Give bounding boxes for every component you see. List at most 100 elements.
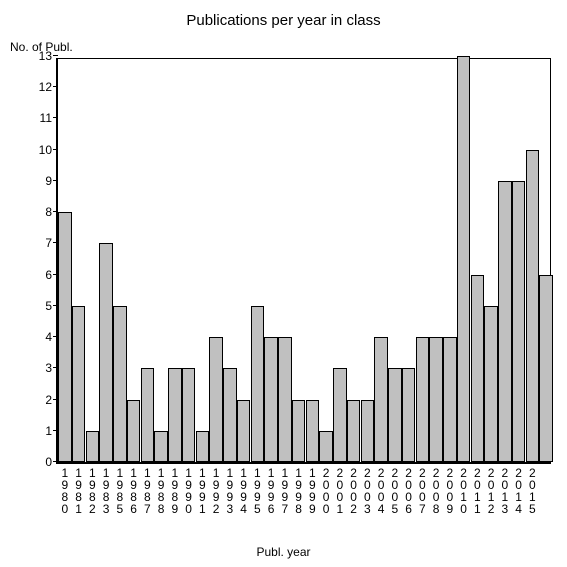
- x-tick-label: 1993: [224, 462, 236, 514]
- y-tick-label: 1: [45, 424, 58, 438]
- bar: [416, 337, 429, 462]
- bar: [113, 306, 126, 462]
- x-tick-label: 1997: [279, 462, 291, 514]
- x-tick-label: 1994: [238, 462, 250, 514]
- y-tick-label: 12: [39, 80, 58, 94]
- y-tick-label: 13: [39, 49, 58, 63]
- bar: [196, 431, 209, 462]
- x-tick-label: 2010: [458, 462, 470, 514]
- bar: [333, 368, 346, 462]
- x-tick-label: 1996: [265, 462, 277, 514]
- x-tick-label: 1988: [155, 462, 167, 514]
- x-tick-label: 2004: [375, 462, 387, 514]
- y-tick-label: 5: [45, 299, 58, 313]
- y-tick-label: 3: [45, 361, 58, 375]
- bar: [223, 368, 236, 462]
- bar: [58, 212, 71, 462]
- x-tick-label: 2005: [389, 462, 401, 514]
- x-tick-label: 2009: [444, 462, 456, 514]
- chart-title: Publications per year in class: [0, 12, 567, 29]
- y-tick-mark: [53, 149, 58, 150]
- bar: [388, 368, 401, 462]
- y-tick-label: 11: [40, 111, 58, 125]
- x-tick-label: 2000: [320, 462, 332, 514]
- bar: [154, 431, 167, 462]
- y-tick-mark: [53, 430, 58, 431]
- bar: [361, 400, 374, 462]
- x-tick-label: 1999: [306, 462, 318, 514]
- x-tick-label: 1981: [73, 462, 85, 514]
- bar: [526, 150, 539, 462]
- bar: [72, 306, 85, 462]
- y-tick-label: 0: [45, 455, 58, 469]
- bar: [237, 400, 250, 462]
- bar: [264, 337, 277, 462]
- x-tick-label: 1983: [100, 462, 112, 514]
- y-tick-label: 4: [45, 330, 58, 344]
- y-tick-mark: [53, 367, 58, 368]
- chart-container: Publications per year in class No. of Pu…: [0, 0, 567, 567]
- y-tick-label: 8: [45, 205, 58, 219]
- bar: [512, 181, 525, 462]
- y-tick-mark: [53, 180, 58, 181]
- x-tick-label: 2003: [361, 462, 373, 514]
- bar: [127, 400, 140, 462]
- bar: [319, 431, 332, 462]
- x-tick-label: 2011: [471, 462, 483, 514]
- y-tick-label: 2: [45, 393, 58, 407]
- y-tick-label: 10: [39, 143, 58, 157]
- y-tick-mark: [53, 117, 58, 118]
- x-tick-label: 1998: [293, 462, 305, 514]
- bar: [402, 368, 415, 462]
- x-tick-label: 2012: [485, 462, 497, 514]
- bar: [484, 306, 497, 462]
- x-tick-label: 1982: [86, 462, 98, 514]
- x-tick-label: 2001: [334, 462, 346, 514]
- x-tick-label: 1992: [210, 462, 222, 514]
- bar: [306, 400, 319, 462]
- bar: [86, 431, 99, 462]
- y-tick-mark: [53, 242, 58, 243]
- y-tick-mark: [53, 336, 58, 337]
- y-tick-label: 6: [45, 268, 58, 282]
- y-tick-mark: [53, 86, 58, 87]
- x-tick-label: 1986: [128, 462, 140, 514]
- bar: [539, 275, 552, 462]
- x-tick-label: 2013: [499, 462, 511, 514]
- bar: [471, 275, 484, 462]
- bar: [374, 337, 387, 462]
- bar: [182, 368, 195, 462]
- bar: [251, 306, 264, 462]
- x-tick-label: 2006: [403, 462, 415, 514]
- bar: [347, 400, 360, 462]
- bar: [498, 181, 511, 462]
- bar: [99, 243, 112, 462]
- y-tick-mark: [53, 55, 58, 56]
- x-tick-label: 1985: [114, 462, 126, 514]
- x-tick-label: 2008: [430, 462, 442, 514]
- bar: [141, 368, 154, 462]
- x-tick-label: 1990: [183, 462, 195, 514]
- x-tick-label: 1991: [196, 462, 208, 514]
- bar: [292, 400, 305, 462]
- bar: [443, 337, 456, 462]
- y-tick-label: 9: [45, 174, 58, 188]
- plot-area: 0123456789101112131980198119821983198519…: [56, 58, 551, 464]
- bar: [209, 337, 222, 462]
- y-tick-mark: [53, 461, 58, 462]
- x-tick-label: 1989: [169, 462, 181, 514]
- x-tick-label: 2002: [348, 462, 360, 514]
- bar: [168, 368, 181, 462]
- x-tick-label: 2015: [526, 462, 538, 514]
- bar: [278, 337, 291, 462]
- x-tick-label: 1980: [59, 462, 71, 514]
- x-tick-label: 1995: [251, 462, 263, 514]
- bar: [457, 56, 470, 462]
- x-tick-label: 1987: [141, 462, 153, 514]
- bar: [429, 337, 442, 462]
- x-axis-label: Publ. year: [0, 545, 567, 559]
- y-tick-mark: [53, 274, 58, 275]
- y-tick-mark: [53, 211, 58, 212]
- x-tick-label: 2014: [513, 462, 525, 514]
- x-tick-label: 2007: [416, 462, 428, 514]
